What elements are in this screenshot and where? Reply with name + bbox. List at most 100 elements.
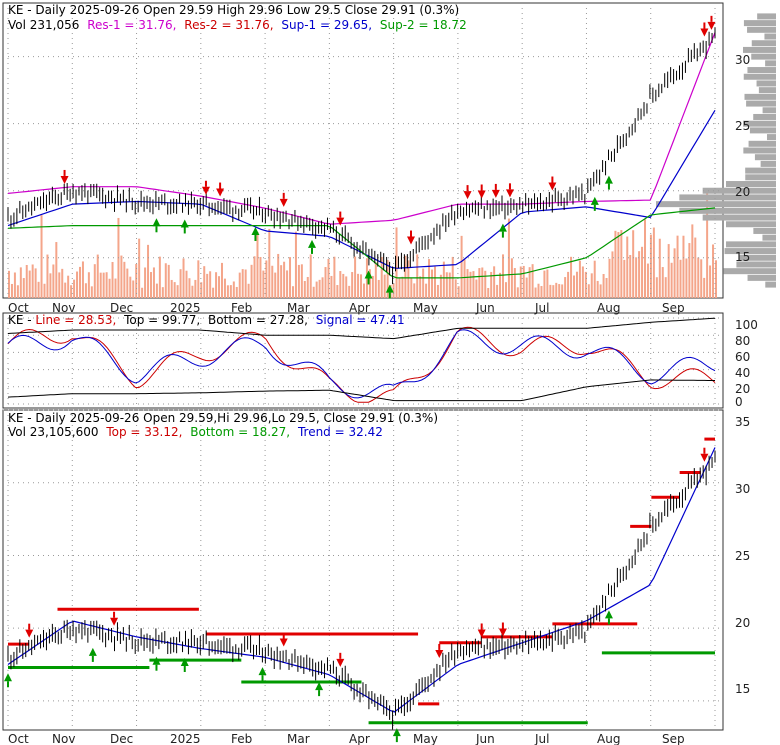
volume-profile-bar	[757, 13, 776, 20]
trend-sell-arrow	[498, 628, 507, 637]
osc-ytick-80: 80	[735, 334, 750, 348]
volume-bar	[218, 276, 221, 298]
volume-bar	[608, 258, 611, 298]
volume-bar	[46, 254, 49, 298]
volume-bar	[540, 286, 543, 298]
volume-bar	[209, 271, 212, 298]
osc-ytick-20: 20	[735, 382, 750, 396]
volume-bar	[333, 256, 336, 298]
volume-bar	[561, 284, 564, 298]
trend-candles	[7, 450, 716, 730]
volume-bar	[330, 275, 333, 298]
volume-bar	[76, 271, 79, 298]
volume-bar	[339, 271, 342, 298]
volume-bar	[519, 266, 522, 298]
volume-bar	[401, 276, 404, 298]
volume-bar	[321, 277, 324, 298]
volume-profile-bar	[762, 107, 776, 114]
trend-header-line1: KE - Daily 2025-09-26 Open 29.59,Hi 29.9…	[8, 411, 438, 425]
trend-xtick-jul: Jul	[534, 732, 549, 745]
volume-bar	[546, 269, 549, 298]
volume-bar	[362, 283, 365, 298]
volume-bar	[152, 267, 155, 298]
volume-profile-bar	[745, 174, 776, 181]
volume-bar	[144, 267, 147, 298]
volume-profile-bar	[758, 87, 776, 94]
volume-bar	[493, 266, 496, 298]
volume-bar	[611, 251, 614, 298]
volume-bar	[395, 227, 398, 298]
trend-sell-arrow	[25, 629, 34, 638]
volume-bar	[126, 268, 129, 298]
volume-bar	[241, 269, 244, 298]
volume-profile-bar	[739, 254, 776, 261]
osc-series-bottom	[7, 379, 715, 402]
sell-arrow	[548, 182, 557, 191]
volume-bar	[419, 276, 422, 298]
volume-bar	[478, 268, 481, 298]
trend-sell-arrow	[477, 629, 486, 638]
volume-bar	[158, 256, 161, 298]
volume-bar	[433, 266, 436, 298]
volume-bar	[84, 283, 87, 298]
xtick-apr: Apr	[349, 301, 370, 315]
volume-bar	[61, 268, 64, 298]
volume-bar	[96, 254, 99, 298]
trend-lines	[7, 447, 716, 713]
xtick-feb: Feb	[231, 301, 252, 315]
trend-buy-arrow	[392, 728, 401, 737]
volume-bar	[309, 254, 312, 298]
volume-bar	[658, 238, 661, 298]
volume-profile-bar	[743, 20, 776, 27]
volume-profile-bar	[656, 201, 776, 208]
volume-bar	[649, 234, 652, 298]
volume-bar	[324, 267, 327, 298]
volume-bar	[555, 282, 558, 298]
volume-bar	[685, 258, 688, 298]
trend-sell-arrow	[110, 617, 119, 626]
volume-bar	[283, 261, 286, 298]
volume-bar	[410, 278, 413, 298]
volume-bar	[700, 259, 703, 298]
volume-profile-bar	[702, 187, 776, 194]
volume-bar	[694, 237, 697, 298]
volume-bar	[357, 273, 360, 298]
price-header-line2: Vol 231,056 Res-1 = 31.76, Res-2 = 31.76…	[8, 18, 467, 32]
price-ytick-15: 15	[735, 250, 750, 264]
volume-bar	[712, 244, 715, 298]
volume-bar	[587, 284, 590, 298]
volume-bar	[629, 254, 632, 298]
volume-bar	[161, 287, 164, 298]
trend-xaxis: Oct Nov Dec 2025 Feb Mar Apr May Jun Jul…	[8, 732, 685, 745]
support-resistance-levels	[8, 437, 715, 725]
volume-bar	[8, 270, 10, 298]
volume-bar	[141, 287, 144, 298]
buy-arrow	[385, 284, 394, 293]
volume-bar	[525, 277, 528, 298]
volume-bar	[472, 271, 475, 298]
volume-bar	[528, 267, 531, 298]
volume-bar	[581, 266, 584, 298]
buy-arrow	[604, 175, 613, 184]
volume-bar	[235, 286, 238, 298]
volume-bar	[203, 266, 206, 298]
trend-series	[7, 447, 716, 713]
oscillator-panel-frame	[2, 312, 724, 409]
trend-ytick-20: 20	[735, 616, 750, 630]
volume-bar	[312, 286, 315, 298]
volume-bar	[570, 256, 573, 298]
volume-profile	[656, 13, 776, 288]
sell-arrow	[491, 189, 500, 198]
volume-bar	[34, 268, 37, 298]
volume-bar	[454, 279, 457, 298]
osc-title: KE -	[8, 313, 35, 327]
price-lines	[7, 32, 716, 279]
xtick-aug: Aug	[597, 301, 620, 315]
trend-xtick-2025: 2025	[170, 732, 201, 745]
volume-bar	[448, 272, 451, 298]
volume-bar	[442, 261, 445, 298]
volume-bar	[484, 270, 487, 298]
volume-bar	[377, 279, 380, 298]
buy-arrow	[180, 219, 189, 228]
volume-profile-bar	[764, 33, 776, 40]
